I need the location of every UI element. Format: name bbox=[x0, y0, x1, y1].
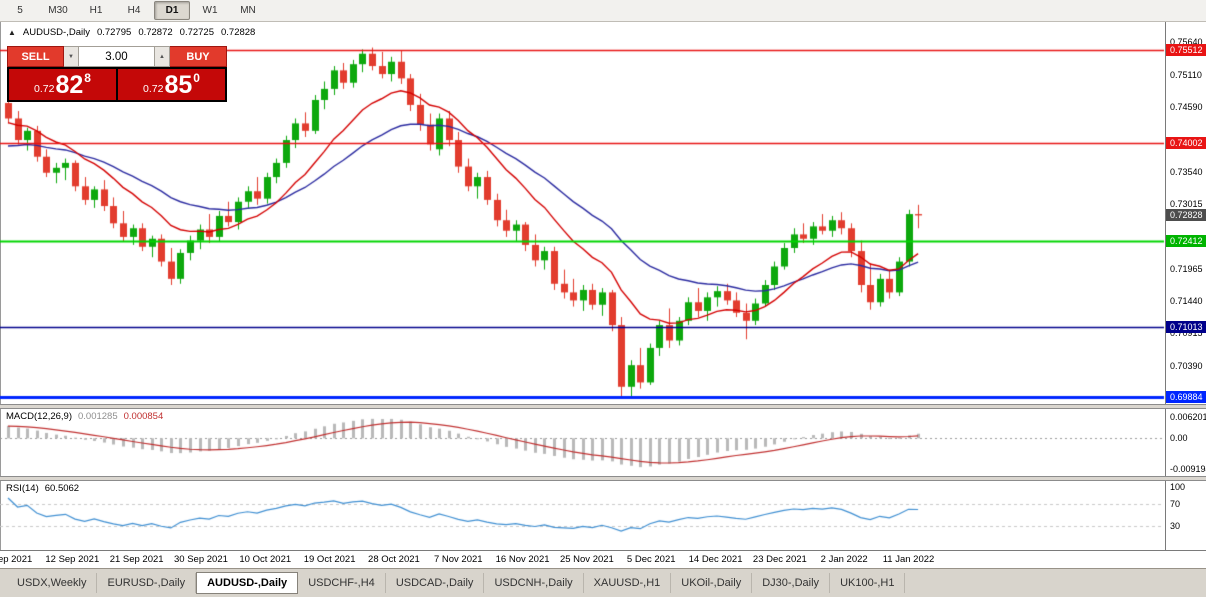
chart-tab-eurusd-daily[interactable]: EURUSD-,Daily bbox=[97, 573, 197, 593]
timeframe-button-w1[interactable]: W1 bbox=[202, 5, 218, 16]
x-axis-label: 21 Sep 2021 bbox=[109, 554, 164, 565]
buy-price-display[interactable]: 0.72 85 0 bbox=[118, 69, 225, 100]
buy-button[interactable]: BUY bbox=[170, 46, 227, 67]
x-axis-label: 2 Sep 2021 bbox=[0, 554, 33, 565]
sell-price-pips: 82 bbox=[55, 71, 84, 99]
x-axis-label: 30 Sep 2021 bbox=[174, 554, 228, 565]
volume-input[interactable]: 3.00 bbox=[79, 46, 155, 67]
chart-tab-xauusd-h1[interactable]: XAUUSD-,H1 bbox=[584, 573, 672, 593]
ohlc-high: 0.72872 bbox=[138, 27, 173, 38]
rsi-scale-label: 30 bbox=[1170, 521, 1181, 532]
chart-macd-splitter[interactable] bbox=[0, 404, 1206, 409]
price-badge: 0.74002 bbox=[1166, 137, 1206, 150]
timeframe-button-m30[interactable]: M30 bbox=[48, 5, 68, 16]
x-axis-label: 7 Nov 2021 bbox=[433, 554, 483, 565]
macd-label: MACD(12,26,9) 0.001285 0.000854 bbox=[6, 411, 163, 422]
macd-signal-value: 0.000854 bbox=[123, 411, 164, 422]
x-axis-label: 16 Nov 2021 bbox=[495, 554, 550, 565]
timeframe-button-mn[interactable]: MN bbox=[240, 5, 256, 16]
timeframe-button-h1[interactable]: H1 bbox=[89, 5, 103, 16]
x-axis-label: 14 Dec 2021 bbox=[688, 554, 743, 565]
timeframe-button-h4[interactable]: H4 bbox=[127, 5, 141, 16]
price-tick-label: 0.73015 bbox=[1170, 198, 1203, 209]
one-click-trading-panel: SELL ▼ 3.00 ▲ BUY 0.72 82 8 0.72 85 0 bbox=[7, 46, 227, 102]
macd-rsi-splitter[interactable] bbox=[0, 476, 1206, 481]
price-badge: 0.75512 bbox=[1166, 43, 1206, 56]
buy-price-point: 0 bbox=[193, 71, 200, 85]
price-tick-label: 0.75110 bbox=[1170, 69, 1202, 80]
price-tick-label: 0.71965 bbox=[1170, 263, 1203, 274]
price-tick-label: 0.75640 bbox=[1170, 37, 1203, 47]
chart-tab-usdchf-h4[interactable]: USDCHF-,H4 bbox=[298, 573, 386, 593]
chart-tab-audusd-daily[interactable]: AUDUSD-,Daily bbox=[196, 572, 299, 594]
sell-price-point: 8 bbox=[84, 71, 91, 85]
chevron-up-icon: ▲ bbox=[159, 53, 165, 60]
one-click-toggle-icon[interactable]: ▲ bbox=[8, 28, 16, 37]
price-badge: 0.71013 bbox=[1166, 321, 1206, 334]
chart-symbol-label: AUDUSD-,Daily bbox=[22, 27, 90, 38]
price-scale[interactable]: 0.75640 0.75110 0.74590 0.73540 0.73015 0.719… bbox=[1165, 22, 1206, 550]
chart-tab-uk100-h1[interactable]: UK100-,H1 bbox=[830, 573, 906, 593]
x-axis-label: 28 Oct 2021 bbox=[368, 554, 420, 565]
x-axis-label: 2 Jan 2022 bbox=[820, 554, 868, 565]
rsi-label: RSI(14) 60.5062 bbox=[6, 483, 79, 494]
ohlc-close: 0.72828 bbox=[221, 27, 256, 38]
x-axis-label: 23 Dec 2021 bbox=[752, 554, 807, 565]
timeframe-button-d1[interactable]: D1 bbox=[154, 1, 190, 20]
x-axis-label: 19 Oct 2021 bbox=[303, 554, 356, 565]
volume-increment-button[interactable]: ▲ bbox=[155, 46, 170, 67]
timeframe-button-5[interactable]: 5 bbox=[17, 5, 23, 16]
price-tick-label: 0.70390 bbox=[1170, 360, 1203, 371]
macd-scale-label: 0.00 bbox=[1170, 433, 1188, 444]
trade-prices-row: 0.72 82 8 0.72 85 0 bbox=[7, 67, 227, 102]
chart-tab-dj30-daily[interactable]: DJ30-,Daily bbox=[752, 573, 831, 593]
buy-price-prefix: 0.72 bbox=[143, 83, 164, 95]
sell-button[interactable]: SELL bbox=[7, 46, 64, 67]
chart-tab-bar: USDX,Weekly EURUSD-,Daily AUDUSD-,Daily USD… bbox=[0, 568, 1206, 597]
chart-tab-ukoil-daily[interactable]: UKOil-,Daily bbox=[671, 573, 753, 593]
timeframe-toolbar: 5 M30 H1 H4 D1 W1 MN bbox=[0, 0, 1206, 22]
macd-main-value: 0.001285 bbox=[78, 411, 118, 422]
chart-tab-usdcnh-daily[interactable]: USDCNH-,Daily bbox=[484, 573, 584, 593]
price-tick-label: 0.70915 bbox=[1170, 328, 1203, 339]
macd-scale-label: -0.009194 bbox=[1170, 464, 1206, 474]
price-tick-label: 0.74590 bbox=[1170, 101, 1203, 112]
x-axis-label: 25 Nov 2021 bbox=[559, 554, 614, 565]
price-tick-label: 0.71440 bbox=[1170, 296, 1203, 307]
x-axis-label: 5 Dec 2021 bbox=[626, 554, 676, 565]
x-axis-label: 11 Jan 2022 bbox=[882, 554, 935, 565]
chevron-down-icon: ▼ bbox=[68, 53, 74, 60]
chart-tab-usdx-weekly[interactable]: USDX,Weekly bbox=[7, 573, 98, 593]
rsi-value: 60.5062 bbox=[44, 483, 80, 494]
chart-title: ▲ AUDUSD-,Daily 0.72795 0.72872 0.72725 … bbox=[8, 27, 255, 38]
ohlc-open: 0.72795 bbox=[96, 27, 132, 38]
macd-name: MACD(12,26,9) bbox=[6, 411, 72, 422]
x-axis-label: 12 Sep 2021 bbox=[45, 554, 100, 565]
rsi-scale-label: 100 bbox=[1170, 482, 1186, 492]
price-badge: 0.69884 bbox=[1166, 391, 1206, 403]
price-tick-label: 0.73540 bbox=[1170, 166, 1203, 177]
x-axis-label: 10 Oct 2021 bbox=[239, 554, 292, 565]
buy-price-pips: 85 bbox=[164, 71, 193, 99]
sell-price-display[interactable]: 0.72 82 8 bbox=[9, 69, 116, 100]
rsi-scale-label: 70 bbox=[1170, 498, 1181, 509]
macd-scale-label: 0.006201 bbox=[1170, 412, 1206, 422]
trade-controls-row: SELL ▼ 3.00 ▲ BUY bbox=[7, 46, 227, 67]
rsi-name: RSI(14) bbox=[6, 483, 39, 494]
price-badge: 0.72828 bbox=[1166, 209, 1206, 222]
price-badge: 0.72412 bbox=[1166, 235, 1206, 248]
volume-decrement-button[interactable]: ▼ bbox=[64, 46, 79, 67]
sell-price-prefix: 0.72 bbox=[34, 83, 55, 95]
chart-tab-usdcad-daily[interactable]: USDCAD-,Daily bbox=[386, 573, 485, 593]
ohlc-low: 0.72725 bbox=[179, 27, 214, 38]
time-axis[interactable]: 2 Sep 2021 12 Sep 2021 21 Sep 2021 30 Sep 2… bbox=[0, 550, 1206, 568]
